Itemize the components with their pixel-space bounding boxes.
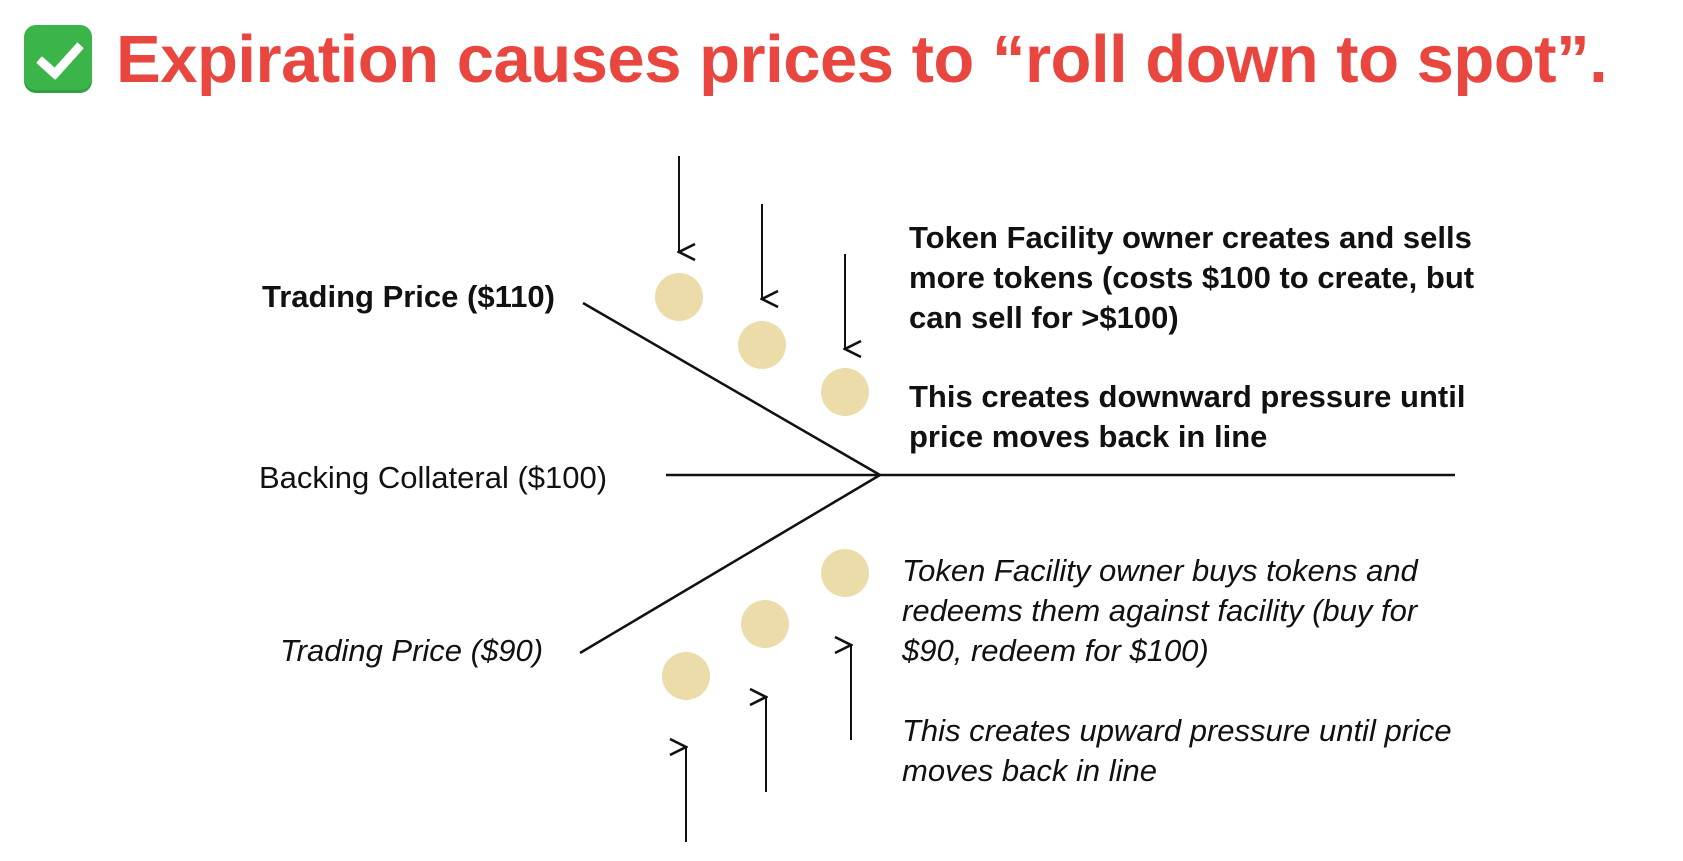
slide-title: Expiration causes prices to “roll down t… (24, 14, 1608, 104)
token-circle (655, 273, 703, 321)
token-circle (821, 549, 869, 597)
title-text: Expiration causes prices to “roll down t… (116, 21, 1608, 97)
check-mark-icon (24, 25, 92, 93)
upward-pressure-line: moves back in line (902, 753, 1158, 788)
token-circle (662, 652, 710, 700)
downward-pressure-text: This creates downward pressure until pri… (909, 377, 1465, 457)
lower-description-line: $90, redeem for $100) (902, 633, 1209, 668)
token-circle (738, 321, 786, 369)
upper-price-label: Trading Price ($110) (262, 279, 555, 314)
upper-description: Token Facility owner creates and sells m… (909, 218, 1474, 338)
lower-description-line: Token Facility owner buys tokens and (902, 553, 1418, 588)
upward-pressure-text: This creates upward pressure until price… (902, 711, 1452, 791)
collateral-label: Backing Collateral ($100) (259, 460, 608, 495)
upper-description-line: can sell for >$100) (909, 300, 1179, 335)
upward-pressure-line: This creates upward pressure until price (902, 713, 1452, 748)
downward-pressure-line: This creates downward pressure until (909, 379, 1466, 414)
lower-description: Token Facility owner buys tokens and red… (902, 551, 1418, 671)
lower-price-label: Trading Price ($90) (280, 633, 544, 668)
lower-price-line (579, 473, 881, 655)
lower-description-line: redeems them against facility (buy for (902, 593, 1418, 628)
token-circle (821, 368, 869, 416)
upper-description-line: Token Facility owner creates and sells (909, 220, 1472, 255)
token-circle (741, 600, 789, 648)
downward-pressure-line: price moves back in line (909, 419, 1268, 454)
upper-description-line: more tokens (costs $100 to create, but (909, 260, 1475, 295)
upper-price-line (582, 301, 881, 477)
